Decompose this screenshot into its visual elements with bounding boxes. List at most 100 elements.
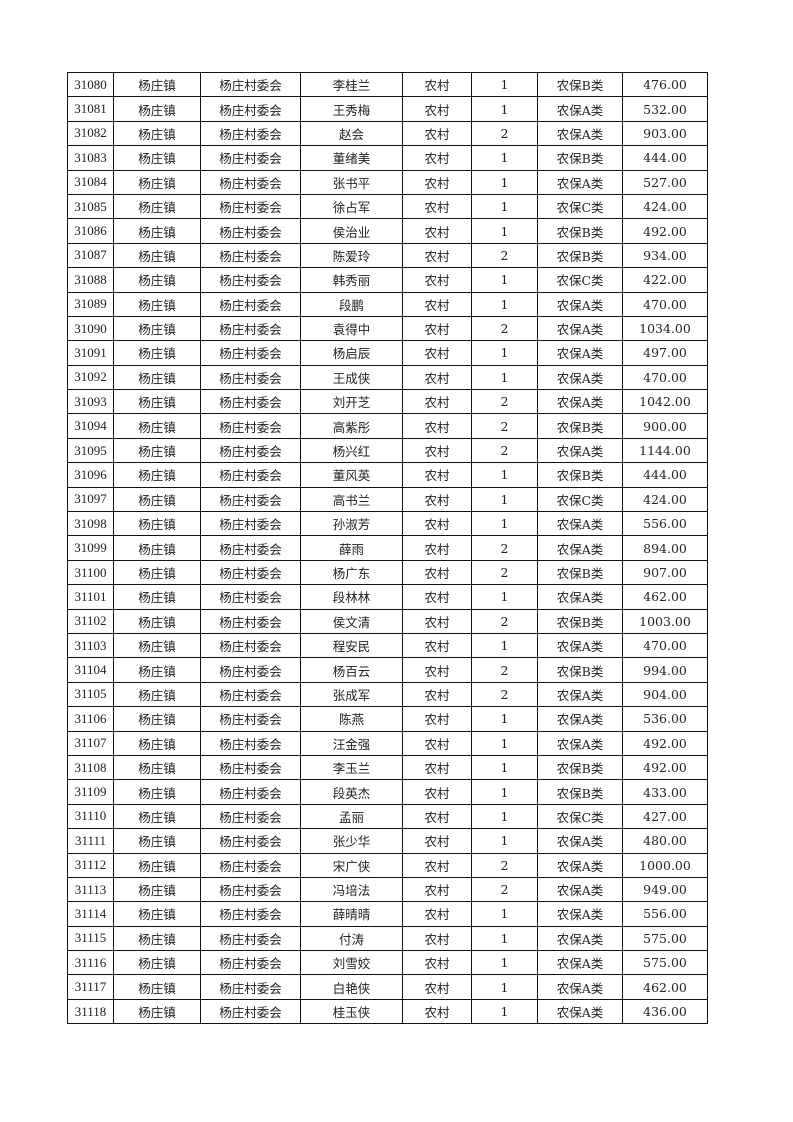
category-cell: 农保A类 bbox=[537, 706, 623, 732]
town-cell: 杨庄镇 bbox=[113, 486, 201, 513]
name-cell: 张少华 bbox=[300, 828, 403, 854]
village-cell: 杨庄村委会 bbox=[200, 218, 301, 244]
category-cell: 农保A类 bbox=[537, 730, 623, 756]
town-cell: 杨庄镇 bbox=[113, 315, 201, 342]
name-cell: 侯治业 bbox=[300, 218, 403, 244]
town-cell: 杨庄镇 bbox=[113, 754, 201, 781]
category-cell: 农保B类 bbox=[537, 657, 623, 683]
id-cell: 31085 bbox=[67, 193, 114, 220]
town-cell: 杨庄镇 bbox=[113, 145, 201, 171]
count-cell: 1 bbox=[471, 486, 538, 513]
count-cell: 2 bbox=[471, 535, 538, 561]
village-cell: 杨庄村委会 bbox=[200, 852, 301, 878]
village-cell: 杨庄村委会 bbox=[200, 901, 301, 927]
id-cell: 31090 bbox=[67, 315, 114, 342]
category-cell: 农保A类 bbox=[537, 96, 623, 122]
id-cell: 31086 bbox=[67, 218, 114, 244]
data-table: 31080 杨庄镇 杨庄村委会 李桂兰 农村 1 农保B类 476.00 31081 杨庄镇 杨庄村… bbox=[67, 71, 708, 1025]
name-cell: 孙淑芳 bbox=[300, 511, 403, 537]
count-cell: 1 bbox=[471, 145, 538, 171]
village-cell: 杨庄村委会 bbox=[200, 169, 301, 195]
town-cell: 杨庄镇 bbox=[113, 242, 201, 269]
village-cell: 杨庄村委会 bbox=[200, 389, 301, 415]
category-cell: 农保A类 bbox=[537, 511, 623, 537]
name-cell: 董绪美 bbox=[300, 145, 403, 171]
village-cell: 杨庄村委会 bbox=[200, 511, 301, 537]
category-cell: 农保A类 bbox=[537, 632, 623, 659]
village-cell: 杨庄村委会 bbox=[200, 71, 301, 98]
id-cell: 31108 bbox=[67, 754, 114, 781]
town-cell: 杨庄镇 bbox=[113, 120, 201, 147]
table-row: 31114 杨庄镇 杨庄村委会 薛晴晴 农村 1 农保A类 556.00 bbox=[67, 901, 708, 927]
id-cell: 31112 bbox=[67, 852, 114, 878]
area-cell: 农村 bbox=[402, 462, 472, 488]
amount-cell: 492.00 bbox=[622, 218, 708, 244]
village-cell: 杨庄村委会 bbox=[200, 974, 301, 1000]
amount-cell: 462.00 bbox=[622, 974, 708, 1000]
id-cell: 31098 bbox=[67, 511, 114, 537]
amount-cell: 1034.00 bbox=[622, 315, 708, 342]
count-cell: 1 bbox=[471, 998, 538, 1025]
category-cell: 农保B类 bbox=[537, 608, 623, 634]
town-cell: 杨庄镇 bbox=[113, 364, 201, 391]
area-cell: 农村 bbox=[402, 315, 472, 342]
count-cell: 2 bbox=[471, 657, 538, 683]
town-cell: 杨庄镇 bbox=[113, 462, 201, 488]
count-cell: 1 bbox=[471, 803, 538, 830]
count-cell: 2 bbox=[471, 242, 538, 269]
amount-cell: 904.00 bbox=[622, 681, 708, 708]
area-cell: 农村 bbox=[402, 950, 472, 976]
amount-cell: 903.00 bbox=[622, 120, 708, 147]
category-cell: 农保A类 bbox=[537, 120, 623, 147]
category-cell: 农保C类 bbox=[537, 267, 623, 293]
count-cell: 1 bbox=[471, 901, 538, 927]
amount-cell: 1000.00 bbox=[622, 852, 708, 878]
area-cell: 农村 bbox=[402, 828, 472, 854]
id-cell: 31105 bbox=[67, 681, 114, 708]
name-cell: 段英杰 bbox=[300, 779, 403, 805]
count-cell: 1 bbox=[471, 267, 538, 293]
amount-cell: 444.00 bbox=[622, 462, 708, 488]
id-cell: 31104 bbox=[67, 657, 114, 683]
town-cell: 杨庄镇 bbox=[113, 706, 201, 732]
amount-cell: 894.00 bbox=[622, 535, 708, 561]
table-row: 31106 杨庄镇 杨庄村委会 陈燕 农村 1 农保A类 536.00 bbox=[67, 706, 708, 732]
area-cell: 农村 bbox=[402, 364, 472, 391]
area-cell: 农村 bbox=[402, 291, 472, 317]
table-row: 31090 杨庄镇 杨庄村委会 袁得中 农村 2 农保A类 1034.00 bbox=[67, 315, 708, 342]
id-cell: 31080 bbox=[67, 71, 114, 98]
village-cell: 杨庄村委会 bbox=[200, 193, 301, 220]
category-cell: 农保A类 bbox=[537, 389, 623, 415]
table-row: 31084 杨庄镇 杨庄村委会 张书平 农村 1 农保A类 527.00 bbox=[67, 169, 708, 195]
area-cell: 农村 bbox=[402, 559, 472, 586]
area-cell: 农村 bbox=[402, 267, 472, 293]
table-row: 31098 杨庄镇 杨庄村委会 孙淑芳 农村 1 农保A类 556.00 bbox=[67, 511, 708, 537]
town-cell: 杨庄镇 bbox=[113, 998, 201, 1025]
count-cell: 1 bbox=[471, 706, 538, 732]
area-cell: 农村 bbox=[402, 608, 472, 634]
id-cell: 31095 bbox=[67, 437, 114, 464]
table-row: 31113 杨庄镇 杨庄村委会 冯培法 农村 2 农保A类 949.00 bbox=[67, 876, 708, 903]
area-cell: 农村 bbox=[402, 242, 472, 269]
village-cell: 杨庄村委会 bbox=[200, 998, 301, 1025]
category-cell: 农保B类 bbox=[537, 779, 623, 805]
table-row: 31092 杨庄镇 杨庄村委会 王成侠 农村 1 农保A类 470.00 bbox=[67, 364, 708, 391]
amount-cell: 422.00 bbox=[622, 267, 708, 293]
id-cell: 31091 bbox=[67, 340, 114, 366]
count-cell: 1 bbox=[471, 632, 538, 659]
town-cell: 杨庄镇 bbox=[113, 681, 201, 708]
name-cell: 陈爱玲 bbox=[300, 242, 403, 269]
town-cell: 杨庄镇 bbox=[113, 71, 201, 98]
amount-cell: 1144.00 bbox=[622, 437, 708, 464]
name-cell: 高紫彤 bbox=[300, 413, 403, 439]
amount-cell: 433.00 bbox=[622, 779, 708, 805]
name-cell: 孟丽 bbox=[300, 803, 403, 830]
id-cell: 31114 bbox=[67, 901, 114, 927]
category-cell: 农保A类 bbox=[537, 291, 623, 317]
area-cell: 农村 bbox=[402, 486, 472, 513]
area-cell: 农村 bbox=[402, 974, 472, 1000]
count-cell: 2 bbox=[471, 437, 538, 464]
name-cell: 王秀梅 bbox=[300, 96, 403, 122]
category-cell: 农保B类 bbox=[537, 462, 623, 488]
amount-cell: 470.00 bbox=[622, 364, 708, 391]
